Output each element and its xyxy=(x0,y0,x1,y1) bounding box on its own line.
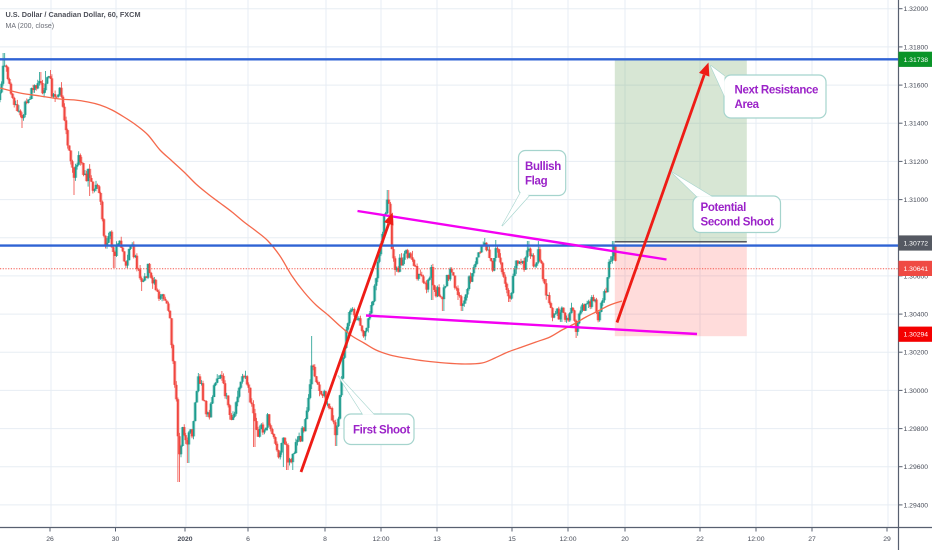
svg-text:12:00: 12:00 xyxy=(559,536,576,543)
svg-text:1.30400: 1.30400 xyxy=(904,312,929,319)
svg-text:1.29400: 1.29400 xyxy=(904,502,929,509)
svg-text:12:00: 12:00 xyxy=(372,536,389,543)
svg-text:1.30772: 1.30772 xyxy=(904,241,929,248)
svg-text:MA (200, close): MA (200, close) xyxy=(6,23,55,30)
svg-text:27: 27 xyxy=(808,536,816,543)
svg-text:1.30641: 1.30641 xyxy=(904,266,929,273)
svg-text:1.31000: 1.31000 xyxy=(904,197,929,204)
svg-text:6: 6 xyxy=(246,536,250,543)
svg-text:1.30000: 1.30000 xyxy=(904,388,929,395)
svg-text:1.30200: 1.30200 xyxy=(904,350,929,357)
svg-text:26: 26 xyxy=(46,536,54,543)
svg-text:Next Resistance: Next Resistance xyxy=(735,84,819,96)
svg-text:29: 29 xyxy=(883,536,891,543)
svg-text:15: 15 xyxy=(508,536,516,543)
svg-text:8: 8 xyxy=(323,536,327,543)
svg-text:Potential: Potential xyxy=(701,202,747,214)
svg-text:13: 13 xyxy=(433,536,441,543)
svg-text:20: 20 xyxy=(621,536,629,543)
svg-text:Area: Area xyxy=(735,99,760,111)
svg-text:1.31400: 1.31400 xyxy=(904,121,929,128)
svg-text:2020: 2020 xyxy=(177,536,192,543)
svg-text:1.29800: 1.29800 xyxy=(904,426,929,433)
svg-text:1.32000: 1.32000 xyxy=(904,6,929,13)
svg-text:1.30294: 1.30294 xyxy=(904,332,929,339)
svg-text:First Shoot: First Shoot xyxy=(353,424,410,436)
svg-text:1.31738: 1.31738 xyxy=(904,57,929,64)
svg-text:1.31600: 1.31600 xyxy=(904,83,929,90)
svg-text:U.S. Dollar / Canadian Dollar,: U.S. Dollar / Canadian Dollar, 60, FXCM xyxy=(6,10,141,19)
svg-text:1.31800: 1.31800 xyxy=(904,44,929,51)
svg-text:12:00: 12:00 xyxy=(747,536,764,543)
svg-text:Flag: Flag xyxy=(525,175,548,187)
svg-text:1.30600: 1.30600 xyxy=(904,273,929,280)
svg-text:1.29600: 1.29600 xyxy=(904,464,929,471)
svg-text:1.31200: 1.31200 xyxy=(904,159,929,166)
svg-text:Bullish: Bullish xyxy=(525,161,561,173)
svg-text:22: 22 xyxy=(696,536,704,543)
svg-text:30: 30 xyxy=(112,536,120,543)
svg-text:Second Shoot: Second Shoot xyxy=(701,217,775,229)
